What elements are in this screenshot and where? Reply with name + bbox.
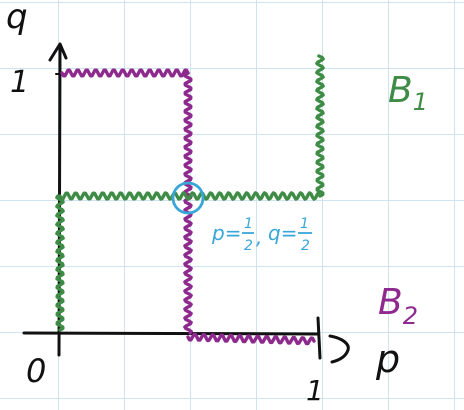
q-denominator: 2: [301, 238, 310, 254]
y-axis-arrow: [48, 42, 68, 62]
b2-segment-top: [60, 68, 190, 78]
b2-label: B2: [378, 282, 418, 330]
p-equals: p=: [211, 221, 241, 245]
b2-segment-vertical: [183, 71, 193, 335]
b1-best-response: [55, 54, 325, 332]
b2-letter: B: [378, 282, 403, 323]
x-tick-mark: [316, 316, 322, 360]
y-tick-label: 1: [10, 65, 29, 100]
b2-subscript: 2: [403, 302, 418, 330]
b1-label: B1: [388, 70, 428, 116]
separator: ,: [256, 225, 262, 249]
b1-letter: B: [388, 70, 413, 111]
q-numerator: 1: [300, 216, 309, 232]
b2-segment-bottom: [186, 332, 316, 346]
b1-subscript: 1: [413, 88, 428, 116]
intersection-circle: [171, 181, 205, 215]
q-equals: q=: [268, 221, 297, 245]
origin-label: 0: [26, 352, 46, 390]
y-axis-label: q: [6, 0, 28, 37]
x-axis-arrow: [328, 334, 350, 364]
x-tick-label: 1: [306, 374, 324, 407]
x-axis: [22, 331, 320, 336]
b1-segment-left: [55, 194, 65, 332]
p-denominator: 2: [244, 238, 253, 254]
x-axis-label: p: [375, 337, 400, 381]
b1-segment-horizontal: [58, 191, 322, 201]
p-numerator: 1: [244, 216, 253, 232]
b1-segment-right: [315, 54, 325, 198]
b2-best-response: [60, 68, 316, 346]
intersection-annotation: p= 1 2 , q= 1 2: [211, 216, 312, 254]
